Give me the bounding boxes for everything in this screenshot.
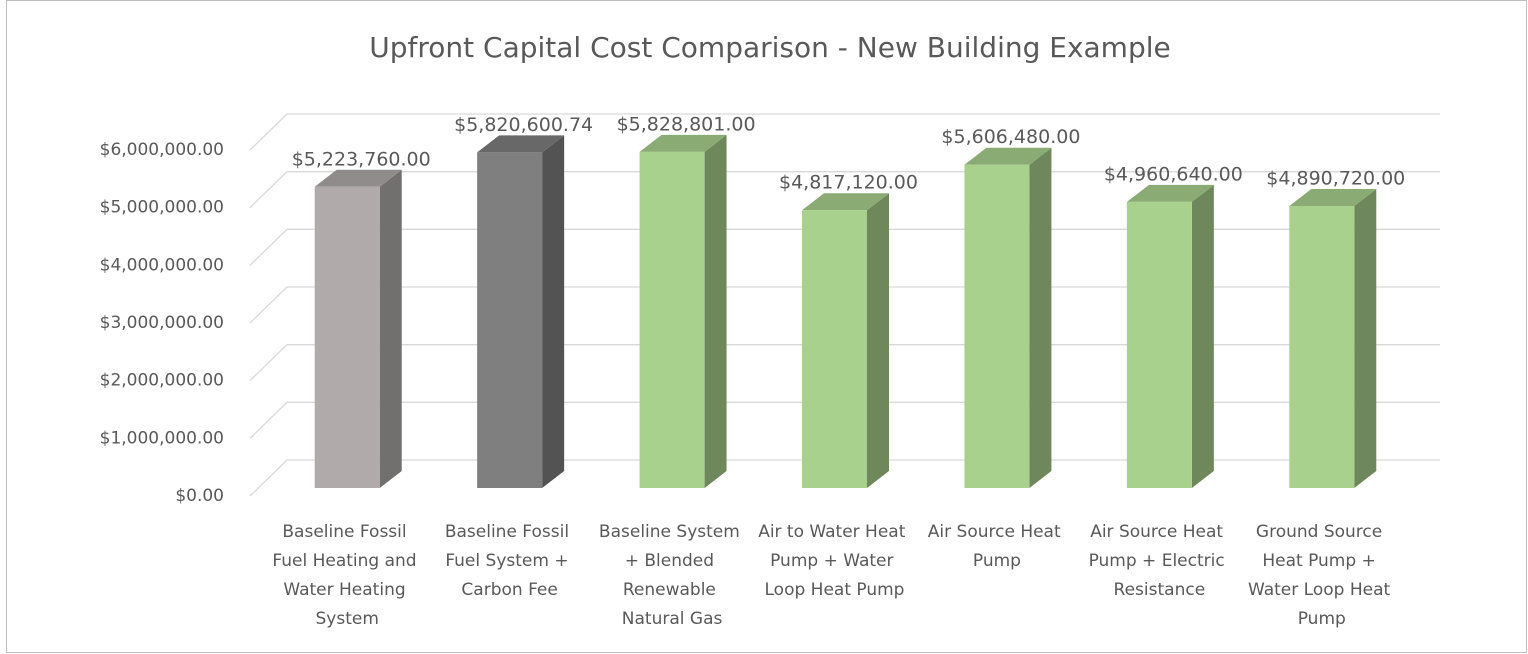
x-tick-label-line: Heat Pump +: [1262, 551, 1381, 571]
x-tick-label-line: Air to Water Heat: [758, 522, 911, 542]
x-tick-label-line: Baseline System: [599, 522, 745, 542]
bar: [477, 152, 543, 489]
value-label: $5,828,801.00: [617, 113, 756, 135]
bar: [314, 186, 380, 488]
value-label: $4,817,120.00: [779, 172, 918, 194]
x-tick-label-line: + Blended: [625, 551, 720, 571]
x-tick-label-line: Fuel Heating and: [272, 551, 422, 571]
grid-line: [249, 228, 1440, 266]
x-tick-label: Ground Source Heat Pump + Water Loop Hea…: [1248, 522, 1396, 629]
x-tick-label-line: Carbon Fee: [461, 580, 557, 600]
x-tick-label-line: Pump + Electric: [1089, 551, 1231, 571]
bar-top: [639, 134, 727, 152]
grid-line: [249, 113, 1440, 151]
x-tick-label: Air to Water Heat Pump + Water Loop Heat…: [758, 522, 911, 600]
bar-side: [1354, 188, 1377, 488]
bar-top: [1126, 184, 1214, 202]
bar-top: [314, 169, 402, 187]
bar-side: [1029, 147, 1052, 488]
bar-top: [802, 193, 889, 211]
x-tick-label: Baseline System + Blended Renewable Natu…: [599, 522, 745, 629]
x-tick-label-line: Loop Heat Pump: [765, 580, 905, 600]
value-label: $5,223,760.00: [292, 148, 431, 170]
bar-side: [867, 193, 889, 488]
chart-frame: [6, 0, 1527, 653]
grid-line: [249, 459, 1440, 497]
bar: [964, 164, 1030, 488]
x-tick-label-line: System: [316, 609, 379, 629]
chart-title: Upfront Capital Cost Comparison - New Bu…: [369, 31, 1171, 64]
bar: [802, 210, 867, 488]
y-tick-label: $6,000,000.00: [100, 140, 224, 160]
x-tick-label-line: Pump: [973, 551, 1021, 571]
x-tick-label: Air Source Heat Pump: [928, 522, 1066, 571]
bar-side: [379, 169, 402, 488]
grid-line: [249, 401, 1440, 439]
bar: [639, 151, 705, 488]
y-tick-label: $3,000,000.00: [100, 313, 224, 333]
x-tick-label: Baseline Fossil Fuel Heating and Water H…: [272, 522, 422, 629]
bar-side: [1191, 184, 1214, 488]
bar-top: [964, 147, 1052, 165]
x-tick-label-line: Pump + Water: [770, 551, 899, 571]
grid-line: [249, 171, 1440, 209]
x-tick-label-line: Resistance: [1114, 580, 1206, 600]
bar-side: [542, 135, 565, 489]
y-tick-label: $5,000,000.00: [100, 198, 224, 218]
x-tick-label-line: Baseline Fossil: [282, 522, 412, 542]
bar: [1126, 201, 1192, 488]
x-tick-label-line: Fuel System +: [445, 551, 574, 571]
bar-top: [477, 135, 565, 153]
x-tick-label-line: Renewable: [623, 580, 721, 600]
x-tick-label-line: Pump: [1298, 609, 1346, 629]
y-tick-label: $0.00: [175, 486, 224, 506]
y-tick-label: $1,000,000.00: [100, 428, 224, 448]
value-label: $5,606,480.00: [941, 126, 1080, 148]
bar-side: [704, 134, 727, 488]
x-tick-label-line: Natural Gas: [622, 609, 723, 629]
bar-top: [1289, 188, 1377, 206]
x-tick-label: Air Source Heat Pump + Electric Resistan…: [1089, 522, 1231, 600]
value-label: $4,890,720.00: [1266, 167, 1405, 189]
x-tick-label-line: Air Source Heat: [928, 522, 1066, 542]
bar: [1289, 205, 1355, 488]
grid-line: [249, 286, 1440, 324]
y-tick-label: $2,000,000.00: [100, 371, 224, 391]
grid-line: [249, 344, 1440, 382]
y-tick-label: $4,000,000.00: [100, 255, 224, 275]
x-tick-label: Baseline Fossil Fuel System + Carbon Fee: [445, 522, 575, 600]
x-tick-label-line: Air Source Heat: [1090, 522, 1228, 542]
x-tick-label-line: Water Heating: [283, 580, 411, 600]
value-label: $5,820,600.74: [454, 114, 593, 136]
x-tick-label-line: Water Loop Heat: [1248, 580, 1396, 600]
value-label: $4,960,640.00: [1104, 163, 1243, 185]
x-tick-label-line: Ground Source: [1256, 522, 1388, 542]
x-tick-label-line: Baseline Fossil: [445, 522, 575, 542]
